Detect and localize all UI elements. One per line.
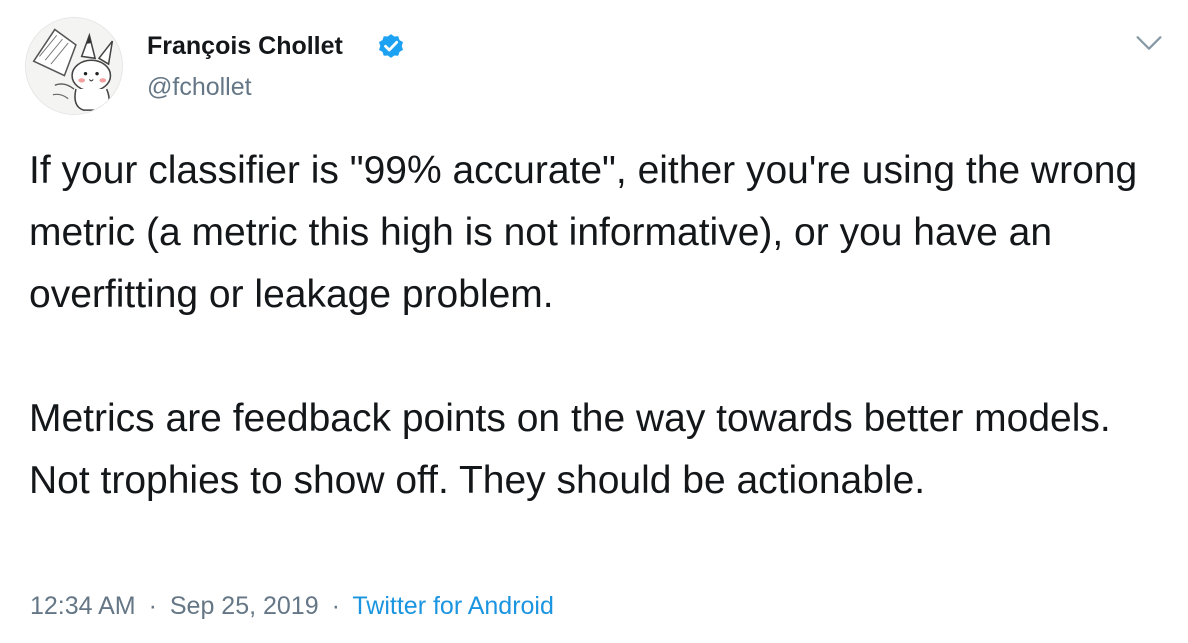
tweet-source-link[interactable]: Twitter for Android (352, 592, 554, 620)
tweet-paragraph: Metrics are feedback points on the way t… (29, 397, 1111, 502)
display-name[interactable]: François Chollet (147, 32, 343, 60)
tweet-meta: 12:34 AM · Sep 25, 2019 · Twitter for An… (30, 589, 554, 623)
meta-separator: · (331, 592, 340, 620)
pikachu-sketch-icon (26, 18, 122, 114)
avatar[interactable] (25, 17, 123, 115)
tweet-text: If your classifier is "99% accurate", ei… (29, 140, 1169, 512)
chevron-down-icon[interactable] (1132, 26, 1166, 60)
verified-badge-icon (376, 31, 406, 61)
meta-separator: · (148, 592, 157, 620)
tweet-time[interactable]: 12:34 AM (30, 592, 136, 620)
user-handle[interactable]: @fchollet (147, 73, 252, 101)
tweet-date[interactable]: Sep 25, 2019 (169, 592, 319, 620)
tweet-paragraph: If your classifier is "99% accurate", ei… (29, 149, 1138, 316)
